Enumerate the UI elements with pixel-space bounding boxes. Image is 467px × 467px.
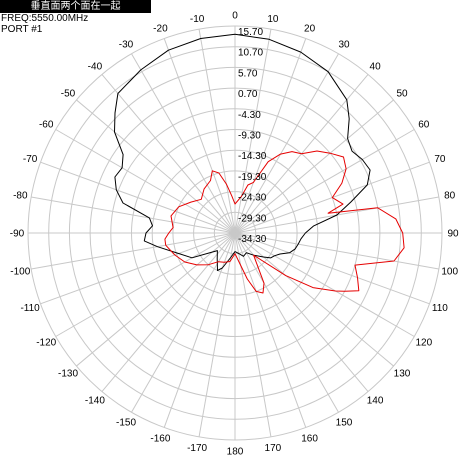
angle-tick-label: -150 (116, 417, 136, 428)
grid-spoke (234, 129, 415, 234)
radial-tick-label: -14.30 (238, 151, 267, 162)
grid-spoke (101, 74, 236, 234)
angle-tick-label: -80 (13, 191, 28, 202)
angle-tick-label: -120 (36, 338, 56, 349)
grid-spoke (234, 232, 439, 270)
angle-tick-label: -50 (61, 88, 76, 99)
grid-spoke (234, 53, 339, 234)
angle-tick-label: -170 (187, 443, 207, 454)
angle-tick-label: -40 (88, 62, 103, 73)
angle-tick-label: -60 (39, 120, 54, 131)
grid-spoke (234, 232, 307, 428)
angle-tick-label: 130 (394, 369, 411, 380)
radial-tick-label: -34.30 (238, 234, 267, 245)
angle-tick-label: -20 (153, 24, 168, 35)
angle-tick-label: 30 (338, 40, 350, 51)
radial-tick-label: 15.70 (238, 27, 263, 38)
angle-tick-label: -90 (10, 229, 25, 240)
angle-tick-label: 110 (432, 303, 448, 314)
angle-tick-label: -160 (150, 433, 170, 444)
grid-spoke (163, 232, 236, 428)
port-label: PORT #1 (1, 24, 43, 35)
grid-spoke (198, 29, 236, 234)
grid-spoke (234, 232, 339, 413)
angle-tick-label: 120 (415, 338, 432, 349)
angle-tick-label: 50 (396, 88, 408, 99)
grid-spoke (234, 38, 307, 234)
angle-tick-label: 40 (370, 62, 382, 73)
grid-spoke (234, 232, 430, 305)
series-red-line (164, 150, 405, 294)
radial-tick-label: -19.30 (238, 172, 267, 183)
grid-spoke (198, 232, 236, 437)
angle-tick-label: 160 (301, 433, 318, 444)
radial-tick-label: 10.70 (238, 48, 263, 59)
angle-tick-label: 80 (444, 191, 456, 202)
angle-tick-label: -100 (10, 266, 30, 277)
angle-tick-label: 20 (304, 24, 316, 35)
radial-tick-label: -24.30 (238, 193, 267, 204)
radial-tick-label: 5.70 (238, 68, 258, 79)
grid-spoke (234, 232, 415, 337)
angle-tick-label: 10 (267, 14, 279, 25)
grid-spoke (234, 232, 369, 392)
grid-spoke (55, 232, 236, 337)
angle-tick-label: 100 (441, 266, 458, 277)
angle-tick-label: 90 (447, 229, 459, 240)
angle-tick-label: -30 (119, 40, 134, 51)
angle-tick-label: -140 (85, 396, 105, 407)
grid-spoke (31, 196, 236, 234)
angle-tick-label: 140 (367, 396, 384, 407)
radial-tick-label: -9.30 (238, 131, 261, 142)
radial-tick-label: -4.30 (238, 110, 261, 121)
grid-spoke (40, 161, 236, 234)
radial-tick-label: 0.70 (238, 89, 258, 100)
grid-spoke (101, 232, 236, 392)
grid-spoke (163, 38, 236, 234)
chart-title: 垂直面两个面在一起 (0, 0, 151, 13)
series-black-line (114, 33, 371, 271)
angle-tick-label: -130 (58, 369, 78, 380)
angle-tick-label: -70 (23, 154, 38, 165)
angle-tick-label: 180 (227, 447, 244, 458)
angle-tick-label: 150 (336, 417, 353, 428)
grid-spoke (131, 53, 236, 234)
frequency-label: FREQ:5550.00MHz (1, 13, 89, 24)
radial-tick-label: -29.30 (238, 213, 267, 224)
grid-spoke (234, 232, 394, 367)
grid-spoke (76, 232, 236, 367)
angle-tick-label: -110 (20, 303, 40, 314)
angle-tick-label: 70 (434, 154, 446, 165)
angle-tick-label: -10 (190, 14, 205, 25)
grid-spoke (76, 99, 236, 234)
angle-tick-label: 60 (418, 120, 430, 131)
grid-spoke (31, 232, 236, 270)
grid-spoke (40, 232, 236, 305)
grid-spoke (234, 99, 394, 234)
grid-spoke (55, 129, 236, 234)
angle-tick-label: 170 (265, 443, 282, 454)
grid-spoke (234, 29, 272, 234)
angle-tick-label: 0 (232, 11, 238, 22)
